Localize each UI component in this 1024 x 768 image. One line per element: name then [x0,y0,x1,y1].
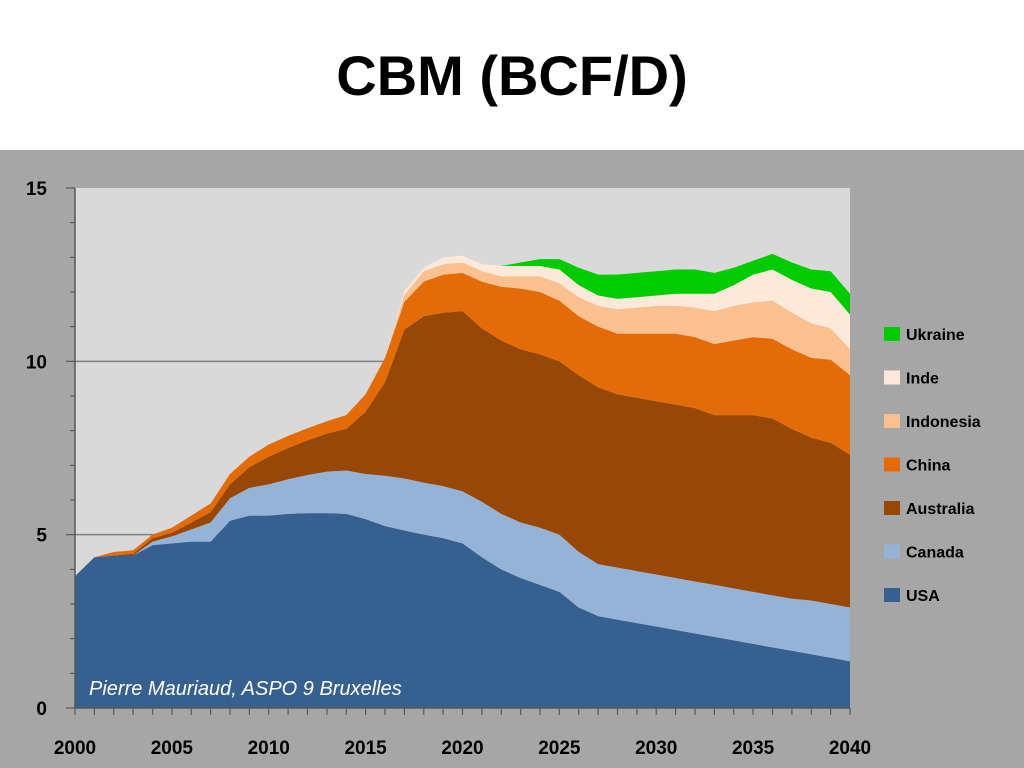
area-canada [75,470,850,662]
area-inde [75,255,850,577]
legend-swatch-usa [884,588,900,602]
x-tick-label-2020: 2020 [441,738,483,759]
legend-label-usa: USA [906,588,940,605]
legend-swatch-china [884,457,900,472]
x-tick-label-2040: 2040 [829,738,871,759]
legend-swatch-indonesia [884,414,900,428]
legend-swatch-ukraine [884,327,900,341]
legend-label-canada: Canada [906,545,964,562]
x-tick-label-2035: 2035 [732,738,775,759]
x-tick-label-2030: 2030 [635,738,677,759]
x-tick-label-2000: 2000 [54,738,96,759]
chart-panel: 0 5 10 15 2000 2005 2010 2015 2020 2025 2030 2035 20… [0,150,1024,768]
legend-label-inde: Inde [906,371,939,388]
area-china [75,272,850,577]
area-usa [75,513,850,708]
legend-label-australia: Australia [906,501,975,518]
legend-label-ukraine: Ukraine [906,327,965,344]
legend: Ukraine Inde Indonesia China Australia Canada… [884,327,981,605]
y-tick-label-0: 0 [36,699,47,720]
series-areas [75,253,850,708]
legend-label-indonesia: Indonesia [906,414,981,431]
y-tick-label-15: 15 [26,179,48,200]
x-tick-label-2015: 2015 [344,738,387,759]
x-tick-label-2010: 2010 [248,738,290,759]
legend-swatch-australia [884,501,900,515]
legend-swatch-canada [884,544,900,559]
area-australia [75,311,850,608]
x-tick-label-2025: 2025 [538,738,581,759]
source-annotation: Pierre Mauriaud, ASPO 9 Bruxelles [89,678,402,700]
axes: 0 5 10 15 2000 2005 2010 2015 2020 2025 2030 2035 20… [26,179,871,759]
y-tick-label-10: 10 [26,352,47,373]
slide-title: CBM (BCF/D) [336,44,688,107]
legend-swatch-inde [884,370,900,385]
stacked-area-chart: 0 5 10 15 2000 2005 2010 2015 2020 2025 2030 2035 20… [26,179,981,759]
legend-label-china: China [906,458,951,475]
x-tick-label-2005: 2005 [151,738,194,759]
y-tick-label-5: 5 [36,526,47,547]
